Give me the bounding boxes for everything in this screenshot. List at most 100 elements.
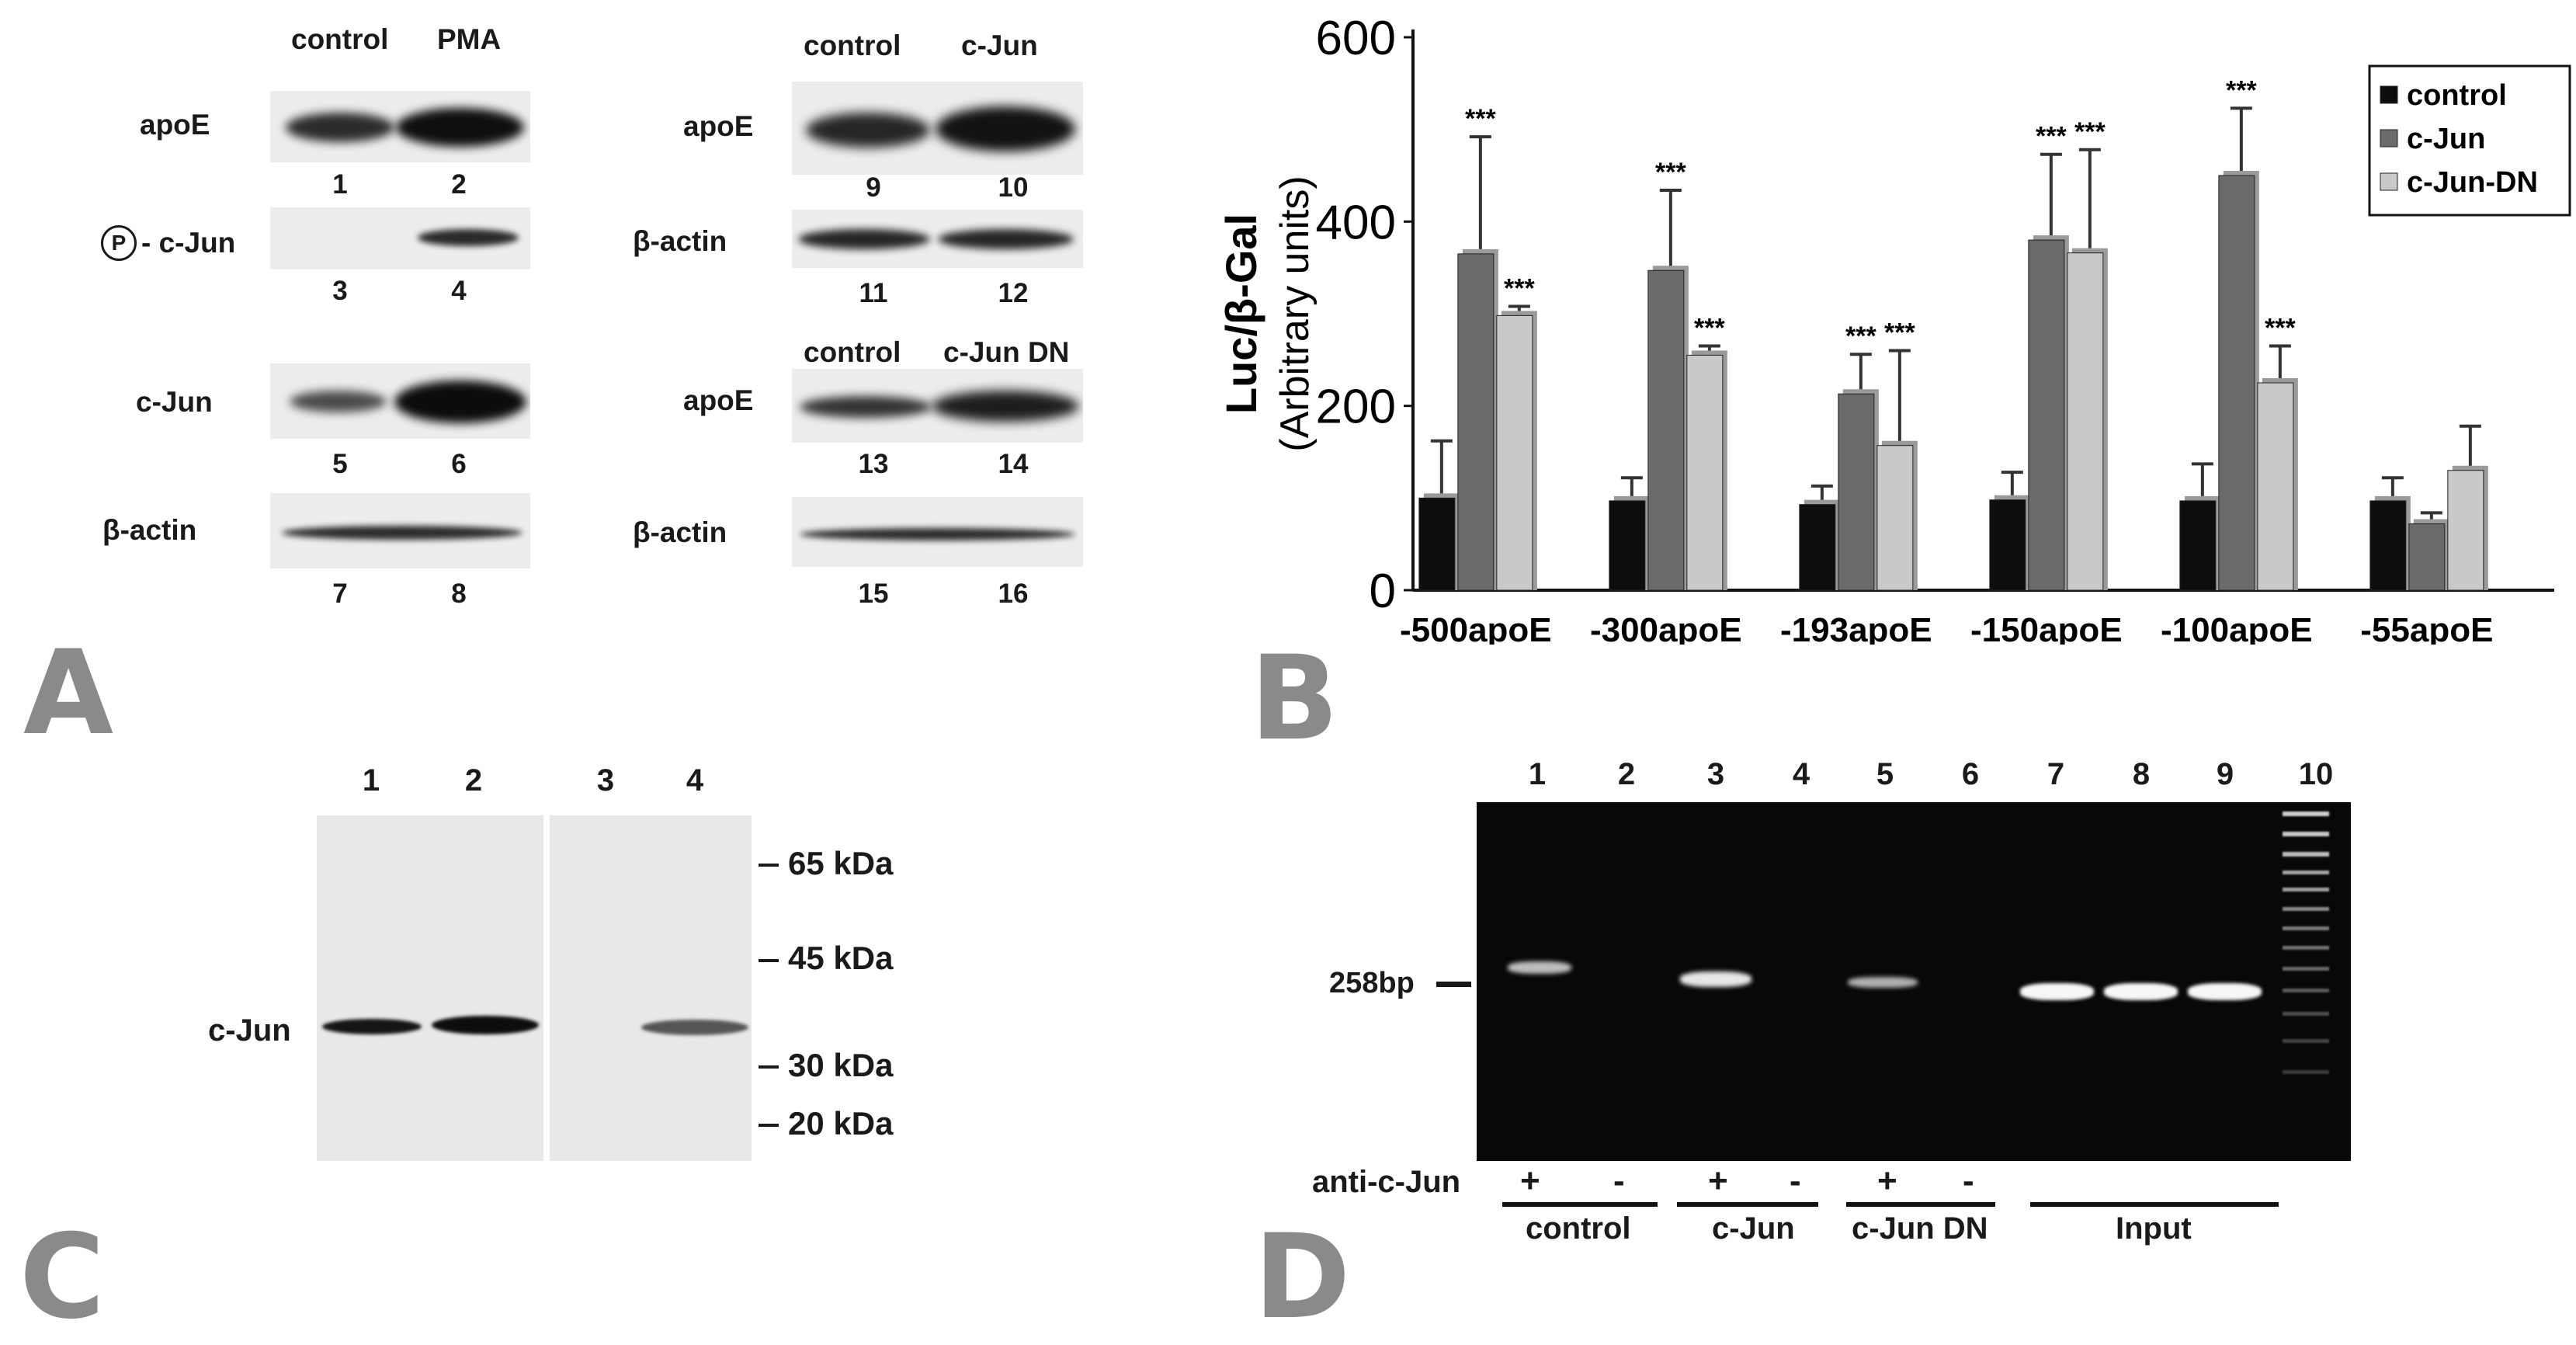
significance-label: *** [2265,314,2296,343]
lane-number: 2 [451,169,467,200]
lane-number: 4 [1792,757,1810,791]
legend-label: c-Jun-DN [2407,166,2538,199]
lane-number: 9 [866,172,881,203]
bar-control [1989,499,2026,591]
lane-number: 2 [1617,757,1636,791]
x-tick-label: -100apoE [2161,611,2313,645]
bar-c-Jun-DN [2067,252,2104,591]
lane-number: 6 [1961,757,1980,791]
sign-minus: - [1963,1162,1974,1200]
y-tick-label: 600 [1316,12,1396,65]
band-label-cjun: c-Jun [208,1013,291,1048]
group-label-cjun-dn: c-Jun DN [1852,1211,1988,1246]
group-bar [1846,1202,1995,1207]
x-tick-label: -300apoE [1590,611,1742,645]
group-bar [2030,1202,2279,1207]
y-axis-sublabel: (Arbitrary units) [1272,176,1318,451]
y-axis-label: Luc/β-Gal [1217,214,1265,414]
lane-number: 14 [998,449,1029,479]
x-tick-label: -55apoE [2360,611,2493,645]
col-header-control: control [291,23,389,55]
lane-number: 13 [858,449,889,479]
significance-label: *** [2036,122,2067,151]
sign-plus: + [1877,1162,1897,1200]
blot-c-right [550,815,752,1161]
lane-number: 3 [332,276,348,306]
significance-label: *** [1845,321,1876,351]
lane-number: 7 [332,579,348,609]
y-tick-label: 200 [1316,381,1396,434]
lane-number: 5 [1876,757,1894,791]
lane-number: 3 [1706,757,1725,791]
lane-number: 7 [2047,757,2065,791]
lane-number: 2 [464,763,483,798]
col-header-control: control [804,30,901,61]
blot-beta-actin [270,493,530,568]
marker-tick [759,959,779,962]
col-header-cjun: c-Jun [961,30,1038,61]
legend-swatch [2380,85,2398,104]
bar-c-Jun-DN [1876,445,1914,591]
significance-label: *** [1504,274,1535,304]
bar-c-Jun-DN [2447,470,2484,591]
panel-letter-b: B [1250,631,1339,766]
blot-beta-actin-cjun-dn [792,497,1083,567]
blot-apoe-cjun [792,82,1083,175]
marker-30kda: 30 kDa [788,1047,894,1083]
lane-number: 16 [998,579,1029,609]
blot-cjun [270,363,530,439]
bar-control [1799,504,1836,591]
bar-control [2369,500,2407,591]
lane-number: 11 [859,278,888,308]
row-label-beta-actin: β-actin [633,225,727,257]
legend-label: control [2407,79,2507,112]
lane-number: 5 [332,449,348,479]
panel-letter-a: A [23,626,114,761]
marker-45kda: 45 kDa [788,940,894,976]
legend-swatch [2380,172,2398,191]
significance-label: *** [1884,318,1915,347]
bar-c-Jun-DN [1496,315,1533,591]
lane-number: 1 [362,763,380,798]
bar-c-Jun [1838,393,1875,591]
significance-label: *** [1655,158,1686,187]
col-header-control: control [804,336,901,368]
lane-number: 3 [596,763,615,798]
group-label-cjun: c-Jun [1712,1211,1795,1246]
panel-letter-c: C [19,1210,106,1345]
blot-apoe-pma [270,91,530,162]
lane-number: 8 [2132,757,2151,791]
significance-label: *** [2074,117,2106,147]
blot-apoe-cjun-dn [792,369,1083,443]
blot-c-left [317,815,543,1161]
size-label-258bp: 258bp [1329,967,1415,999]
row-label-apoe: apoE [140,109,210,141]
lane-number: 4 [451,276,467,306]
legend-box [2368,64,2571,217]
marker-tick [759,864,779,867]
marker-tick [759,1065,779,1069]
bar-c-Jun-DN [1686,354,1724,591]
row-label-apoe: apoE [683,110,754,142]
group-bar [1502,1202,1658,1207]
antibody-label: anti-c-Jun [1312,1165,1461,1199]
bar-c-Jun [1647,269,1685,591]
bar-control [2179,500,2217,591]
significance-label: *** [1465,104,1496,134]
lane-number: 10 [998,172,1029,203]
group-label-input: Input [2116,1211,2192,1246]
sign-minus: - [1790,1162,1801,1200]
lane-number: 1 [332,169,348,200]
row-label-beta-actin: β-actin [633,516,727,548]
col-header-pma: PMA [437,23,502,55]
bar-control [1418,497,1456,591]
marker-tick [759,1124,779,1127]
group-bar [1677,1202,1818,1207]
row-label-apoe: apoE [683,384,754,416]
blot-phospho-cjun [270,207,530,269]
marker-20kda: 20 kDa [788,1105,894,1142]
lane-number: 8 [451,579,467,609]
significance-label: *** [2226,75,2257,105]
y-tick-label: 400 [1316,196,1396,249]
legend-label: c-Jun [2407,123,2485,155]
